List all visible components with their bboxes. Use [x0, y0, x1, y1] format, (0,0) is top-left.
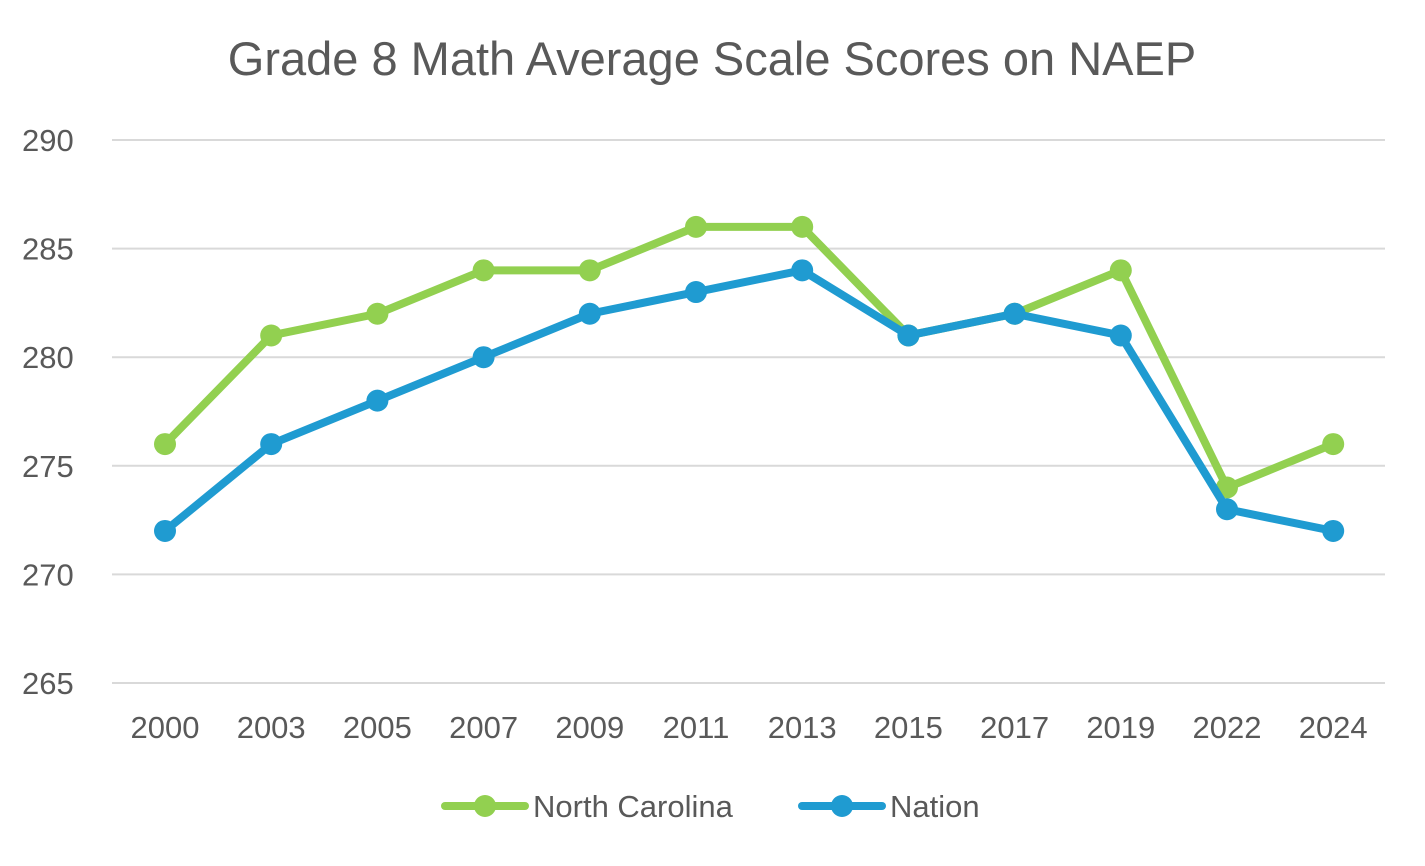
y-tick-label: 290 [22, 123, 74, 158]
data-point [578, 259, 601, 282]
x-tick-label: 2019 [1086, 710, 1155, 745]
series-line [161, 266, 1338, 535]
legend-marker-swatch [474, 795, 496, 817]
data-point [260, 433, 283, 456]
x-tick-label: 2005 [343, 710, 412, 745]
legend-item: North Carolina [441, 789, 734, 824]
data-point [791, 215, 814, 238]
legend-label: North Carolina [533, 789, 734, 824]
data-point [154, 519, 176, 542]
y-tick-label: 280 [22, 340, 74, 375]
legend-label: Nation [890, 789, 980, 824]
chart-title: Grade 8 Math Average Scale Scores on NAE… [228, 32, 1196, 85]
x-tick-label: 2003 [237, 710, 306, 745]
x-axis-tick-labels: 2000 2003 2005 2007 2009 2011 2013 2015 2017 2019… [131, 710, 1368, 745]
series-line [161, 222, 1338, 492]
y-tick-label: 285 [22, 232, 74, 267]
data-point [1109, 324, 1132, 347]
x-tick-label: 2007 [449, 710, 518, 745]
legend-marker-swatch [831, 795, 853, 817]
data-point [578, 302, 601, 325]
data-point [897, 324, 920, 347]
x-tick-label: 2013 [768, 710, 837, 745]
y-tick-label: 270 [22, 557, 74, 592]
data-point [1216, 498, 1238, 521]
series-lines [154, 215, 1345, 542]
x-tick-label: 2000 [131, 710, 200, 745]
y-tick-label: 275 [22, 449, 74, 484]
data-point [1003, 302, 1026, 325]
x-tick-label: 2015 [874, 710, 943, 745]
y-axis-tick-labels: 265 270 275 280 285 290 [22, 123, 74, 701]
x-tick-label: 2024 [1299, 710, 1368, 745]
x-tick-label: 2017 [980, 710, 1049, 745]
data-point [1322, 519, 1345, 542]
data-point [366, 389, 389, 412]
y-tick-label: 265 [22, 666, 74, 701]
series-nation [154, 259, 1345, 542]
gridlines [112, 139, 1385, 684]
data-point [1322, 433, 1345, 456]
series-north-carolina [154, 215, 1345, 499]
x-tick-label: 2011 [663, 710, 730, 745]
data-point [154, 433, 176, 456]
data-point [366, 302, 389, 325]
legend-item: Nation [798, 789, 980, 824]
data-point [472, 346, 495, 369]
data-point [1109, 259, 1132, 282]
legend: North Carolina Nation [441, 789, 980, 824]
x-tick-label: 2022 [1193, 710, 1262, 745]
data-point [685, 215, 707, 238]
data-point [260, 324, 283, 347]
data-point [791, 259, 814, 282]
x-tick-label: 2009 [555, 710, 624, 745]
data-point [472, 259, 495, 282]
data-point [685, 281, 707, 304]
